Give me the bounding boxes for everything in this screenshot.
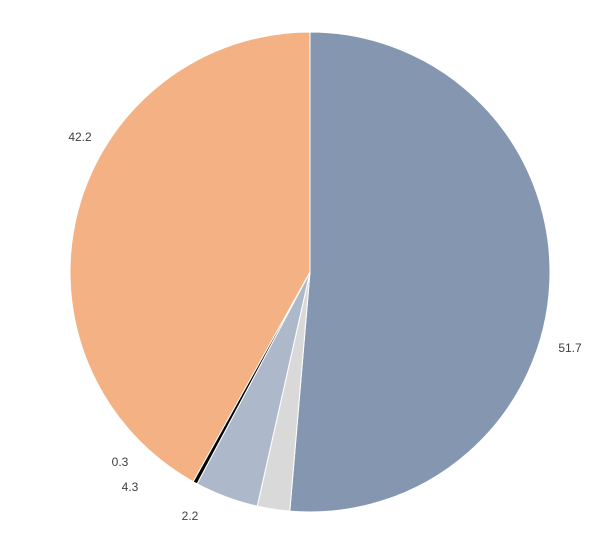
data-label-0: 51.7 [558, 341, 582, 355]
data-label-4: 42.2 [68, 130, 92, 144]
data-label-2: 4.3 [122, 480, 139, 494]
pie-slice-4 [69, 31, 311, 483]
data-label-3: 0.3 [112, 455, 129, 469]
data-label-1: 2.2 [182, 509, 199, 523]
pie-slice-0 [289, 31, 551, 513]
